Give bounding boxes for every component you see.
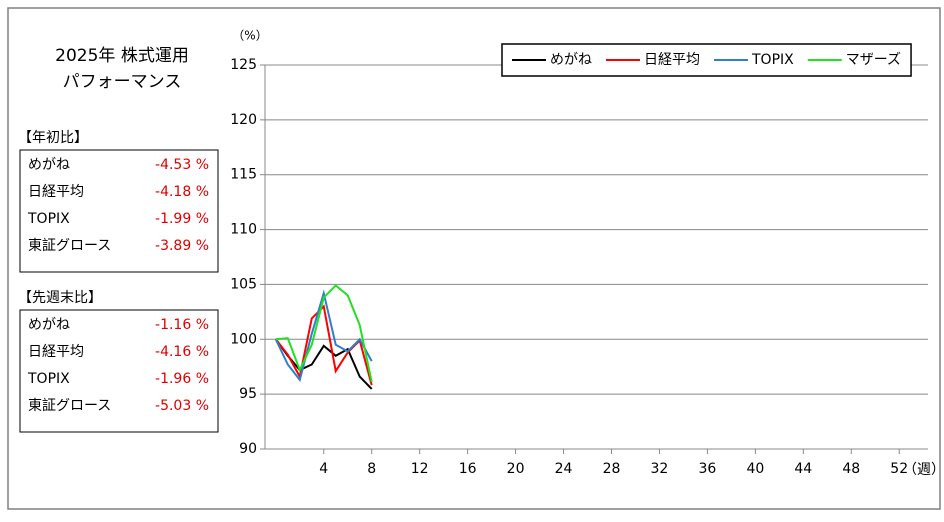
x-tick-label: 44 — [794, 461, 812, 477]
panel-row-value: -4.16 % — [155, 344, 209, 360]
y-tick-label: 90 — [239, 441, 257, 457]
panel-row-value: -1.16 % — [155, 317, 209, 333]
x-tick-label: 12 — [411, 461, 429, 477]
chart-subtitle: パフォーマンス — [63, 72, 182, 92]
panel-row-label: 日経平均 — [28, 184, 84, 200]
panel-row-label: TOPIX — [27, 371, 70, 387]
panel-row-label: 東証グロース — [28, 238, 111, 254]
legend-box — [501, 43, 912, 77]
legend-label: めがね — [550, 52, 592, 68]
x-tick-label: 20 — [507, 461, 525, 477]
panel-title: 【年初比】 — [18, 129, 88, 146]
panel-box — [19, 309, 219, 433]
y-tick-label: 115 — [230, 167, 257, 183]
y-axis-label: （%） — [232, 29, 267, 43]
panel-row-label: TOPIX — [27, 211, 70, 227]
panel-row-value: -4.53 % — [155, 157, 209, 173]
panel-row-value: -5.03 % — [155, 398, 209, 414]
x-tick-label: 16 — [459, 461, 477, 477]
panel-title: 【先週末比】 — [18, 290, 102, 306]
x-tick-label: 8 — [367, 461, 376, 477]
y-tick-label: 110 — [230, 222, 257, 238]
panel-row-value: -1.96 % — [155, 371, 209, 387]
panel-row-label: めがね — [28, 157, 70, 173]
series-line — [274, 289, 373, 383]
panel-row-label: めがね — [28, 317, 70, 333]
series-line — [275, 284, 373, 383]
x-tick-label: 4 — [319, 461, 328, 477]
panel-row-label: 東証グロース — [28, 398, 111, 414]
x-tick-label: 36 — [698, 461, 716, 477]
x-tick-label: 48 — [842, 461, 860, 477]
x-tick-label: 40 — [746, 461, 764, 477]
y-tick-label: 105 — [230, 276, 257, 292]
x-tick-label: 24 — [555, 461, 573, 477]
x-tick-label: 32 — [651, 461, 669, 477]
y-tick-label: 125 — [230, 57, 257, 73]
legend-label: マザーズ — [846, 52, 901, 68]
y-tick-label: 100 — [230, 331, 257, 347]
frame — [7, 7, 941, 510]
legend-label: 日経平均 — [644, 52, 700, 68]
panel-row-value: -3.89 % — [155, 238, 209, 254]
y-tick-label: 120 — [230, 112, 257, 128]
x-axis-label: （週） — [903, 462, 944, 478]
panel-row-label: 日経平均 — [28, 344, 84, 360]
y-tick-label: 95 — [239, 386, 257, 402]
chart-title: 2025年 株式運用 — [55, 46, 189, 66]
panel-row-value: -1.99 % — [155, 211, 209, 227]
x-tick-label: 52 — [890, 461, 908, 477]
legend-label: TOPIX — [751, 52, 794, 68]
x-tick-label: 28 — [603, 461, 621, 477]
panel-box — [19, 149, 219, 273]
panel-row-value: -4.18 % — [155, 184, 209, 200]
